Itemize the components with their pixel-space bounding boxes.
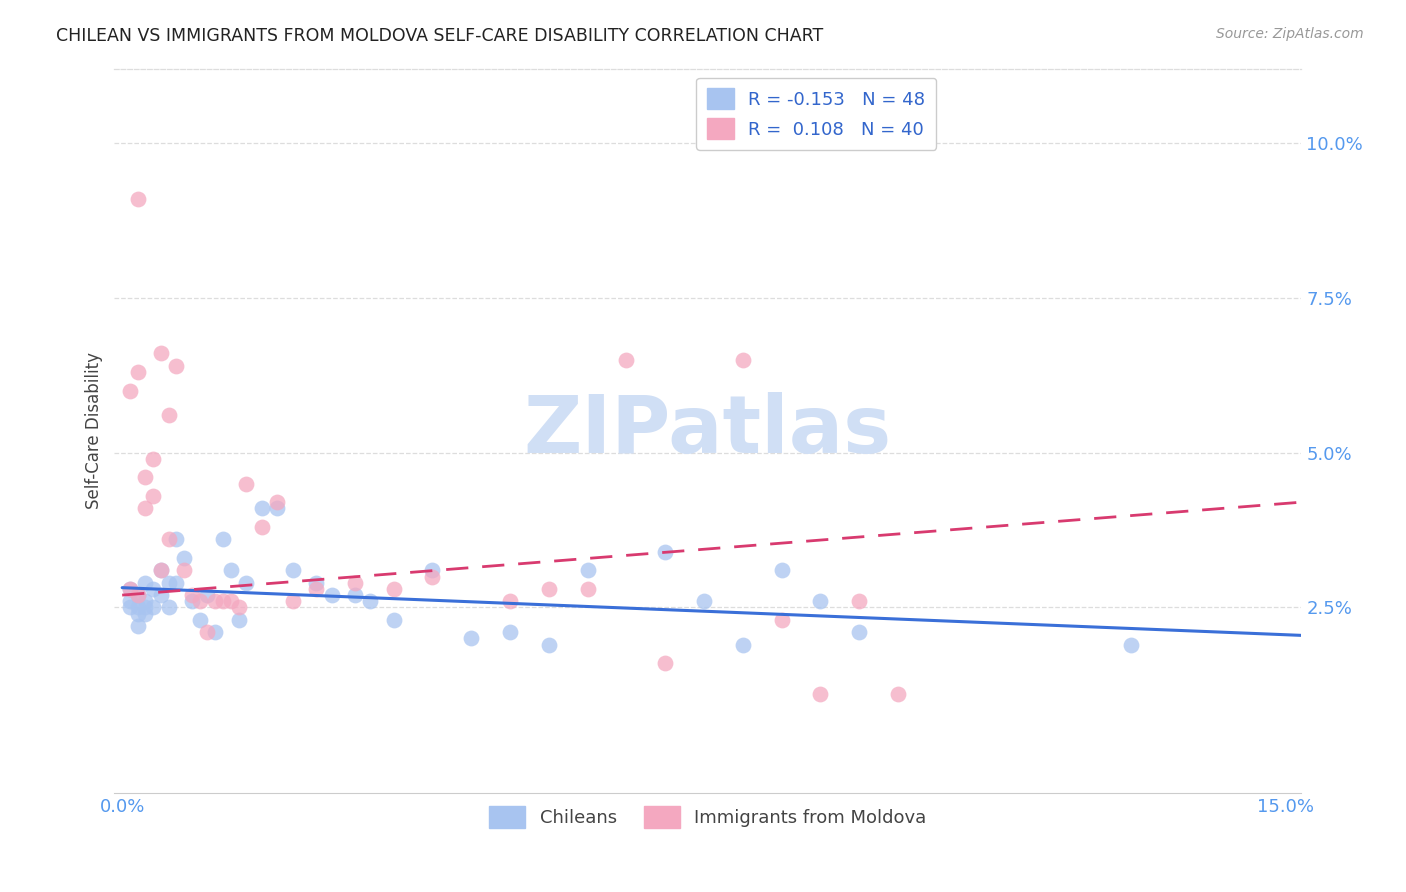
Point: [204, 625, 226, 640]
Point: [654, 545, 676, 559]
Point: [127, 600, 149, 615]
Point: [1119, 638, 1142, 652]
Point: [127, 192, 149, 206]
Point: [305, 575, 328, 590]
Point: [228, 613, 250, 627]
Point: [149, 346, 172, 360]
Point: [219, 563, 242, 577]
Point: [134, 607, 156, 621]
Point: [731, 638, 754, 652]
Point: [235, 575, 257, 590]
Point: [127, 588, 149, 602]
Point: [616, 352, 638, 367]
Point: [382, 613, 405, 627]
Point: [219, 594, 242, 608]
Point: [173, 563, 195, 577]
Point: [343, 575, 366, 590]
Point: [266, 495, 288, 509]
Point: [848, 594, 870, 608]
Point: [693, 594, 716, 608]
Point: [134, 575, 156, 590]
Point: [149, 563, 172, 577]
Point: [188, 594, 211, 608]
Point: [197, 588, 219, 602]
Point: [808, 687, 831, 701]
Point: [149, 588, 172, 602]
Point: [281, 594, 304, 608]
Point: [149, 563, 172, 577]
Point: [166, 359, 188, 373]
Point: [166, 575, 188, 590]
Point: [118, 582, 141, 596]
Point: [127, 607, 149, 621]
Point: [499, 625, 522, 640]
Point: [731, 352, 754, 367]
Point: [157, 409, 180, 423]
Point: [212, 533, 235, 547]
Text: ZIPatlas: ZIPatlas: [523, 392, 891, 470]
Point: [576, 563, 599, 577]
Point: [576, 582, 599, 596]
Point: [770, 613, 793, 627]
Point: [157, 600, 180, 615]
Point: [250, 501, 273, 516]
Point: [181, 594, 204, 608]
Point: [460, 632, 482, 646]
Point: [422, 569, 444, 583]
Point: [235, 476, 257, 491]
Point: [142, 600, 165, 615]
Point: [134, 470, 156, 484]
Point: [250, 520, 273, 534]
Point: [118, 384, 141, 398]
Point: [118, 582, 141, 596]
Point: [134, 600, 156, 615]
Point: [537, 582, 560, 596]
Point: [808, 594, 831, 608]
Point: [281, 563, 304, 577]
Point: [142, 451, 165, 466]
Point: [266, 501, 288, 516]
Point: [343, 588, 366, 602]
Y-axis label: Self-Care Disability: Self-Care Disability: [86, 352, 103, 509]
Point: [127, 588, 149, 602]
Point: [499, 594, 522, 608]
Point: [118, 594, 141, 608]
Point: [118, 600, 141, 615]
Point: [359, 594, 381, 608]
Point: [188, 613, 211, 627]
Point: [173, 550, 195, 565]
Point: [848, 625, 870, 640]
Text: Source: ZipAtlas.com: Source: ZipAtlas.com: [1216, 27, 1364, 41]
Point: [305, 582, 328, 596]
Point: [654, 657, 676, 671]
Point: [157, 533, 180, 547]
Point: [127, 365, 149, 379]
Point: [887, 687, 910, 701]
Point: [321, 588, 343, 602]
Point: [127, 619, 149, 633]
Point: [157, 575, 180, 590]
Text: CHILEAN VS IMMIGRANTS FROM MOLDOVA SELF-CARE DISABILITY CORRELATION CHART: CHILEAN VS IMMIGRANTS FROM MOLDOVA SELF-…: [56, 27, 824, 45]
Point: [537, 638, 560, 652]
Point: [166, 533, 188, 547]
Point: [422, 563, 444, 577]
Point: [770, 563, 793, 577]
Point: [382, 582, 405, 596]
Point: [134, 594, 156, 608]
Point: [134, 501, 156, 516]
Point: [212, 594, 235, 608]
Point: [228, 600, 250, 615]
Point: [142, 489, 165, 503]
Point: [181, 588, 204, 602]
Point: [197, 625, 219, 640]
Point: [142, 582, 165, 596]
Legend: Chileans, Immigrants from Moldova: Chileans, Immigrants from Moldova: [482, 798, 934, 835]
Point: [204, 594, 226, 608]
